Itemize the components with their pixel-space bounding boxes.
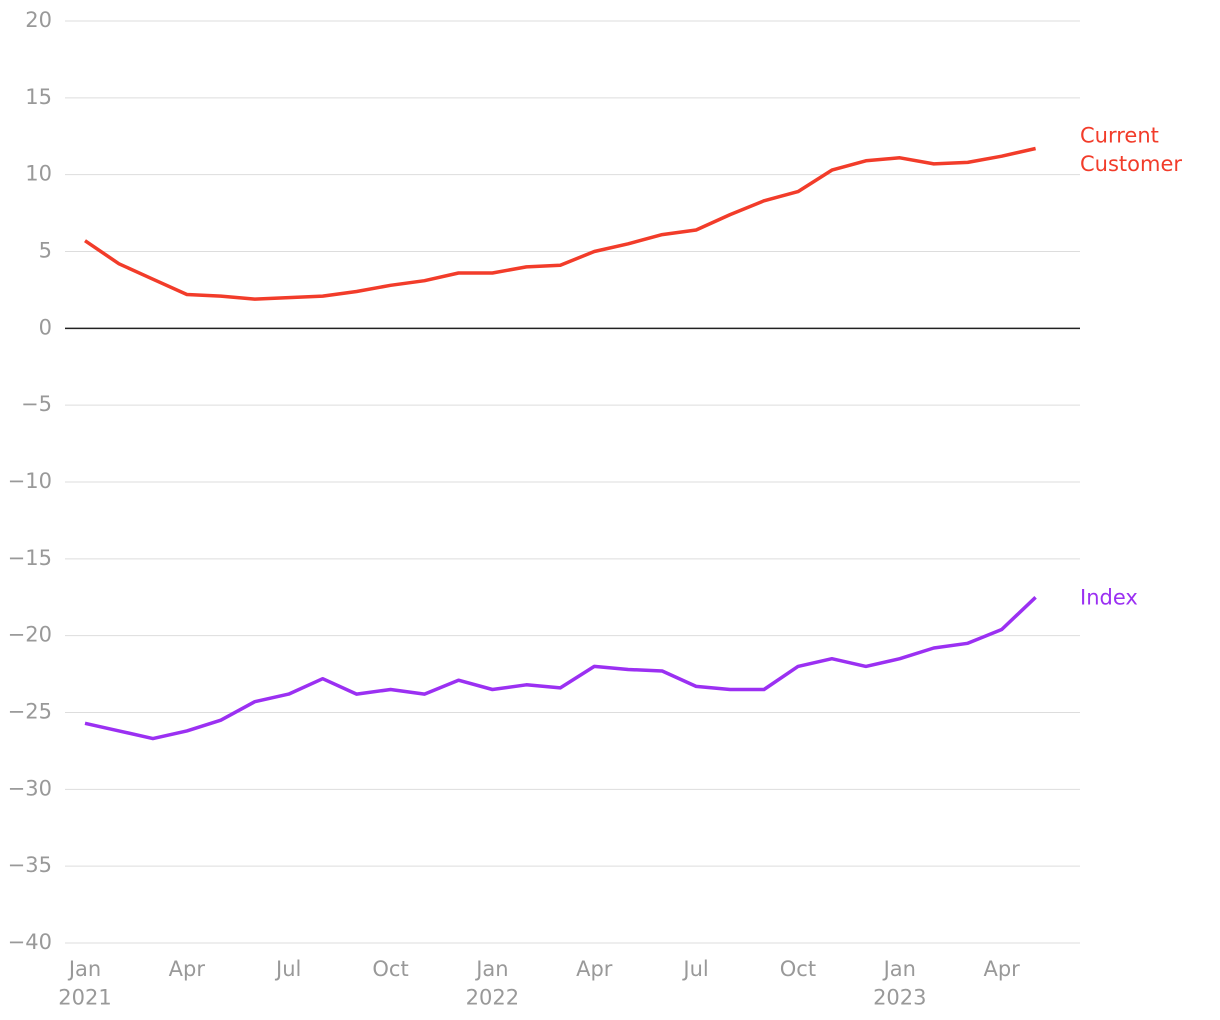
x-tick-label: Oct [780, 957, 816, 981]
series-line [84, 596, 1037, 741]
x-tick-label: Jan 2022 [466, 957, 519, 1009]
series-line [84, 146, 1036, 301]
series-label: Index [1080, 585, 1138, 609]
x-tick-label: Apr [983, 957, 1020, 981]
y-tick-label: 5 [39, 239, 52, 263]
y-tick-label: −40 [8, 930, 52, 954]
y-tick-label: −15 [8, 546, 52, 570]
y-tick-label: −25 [8, 700, 52, 724]
x-tick-label: Apr [169, 957, 206, 981]
x-tick-label: Jul [274, 957, 301, 981]
y-tick-label: −30 [8, 776, 52, 800]
x-tick-label: Jan 2021 [58, 957, 111, 1009]
x-tick-label: Jan 2023 [873, 957, 926, 1009]
y-tick-label: 20 [25, 8, 52, 32]
y-tick-label: −20 [8, 623, 52, 647]
y-tick-label: −10 [8, 469, 52, 493]
series-label: Current Customer [1080, 124, 1182, 176]
y-tick-label: 15 [25, 85, 52, 109]
x-tick-label: Jul [681, 957, 708, 981]
x-tick-label: Apr [576, 957, 613, 981]
y-tick-label: 0 [39, 315, 52, 339]
y-tick-label: −35 [8, 853, 52, 877]
y-tick-label: −5 [21, 392, 52, 416]
x-tick-label: Oct [372, 957, 408, 981]
y-tick-label: 10 [25, 162, 52, 186]
